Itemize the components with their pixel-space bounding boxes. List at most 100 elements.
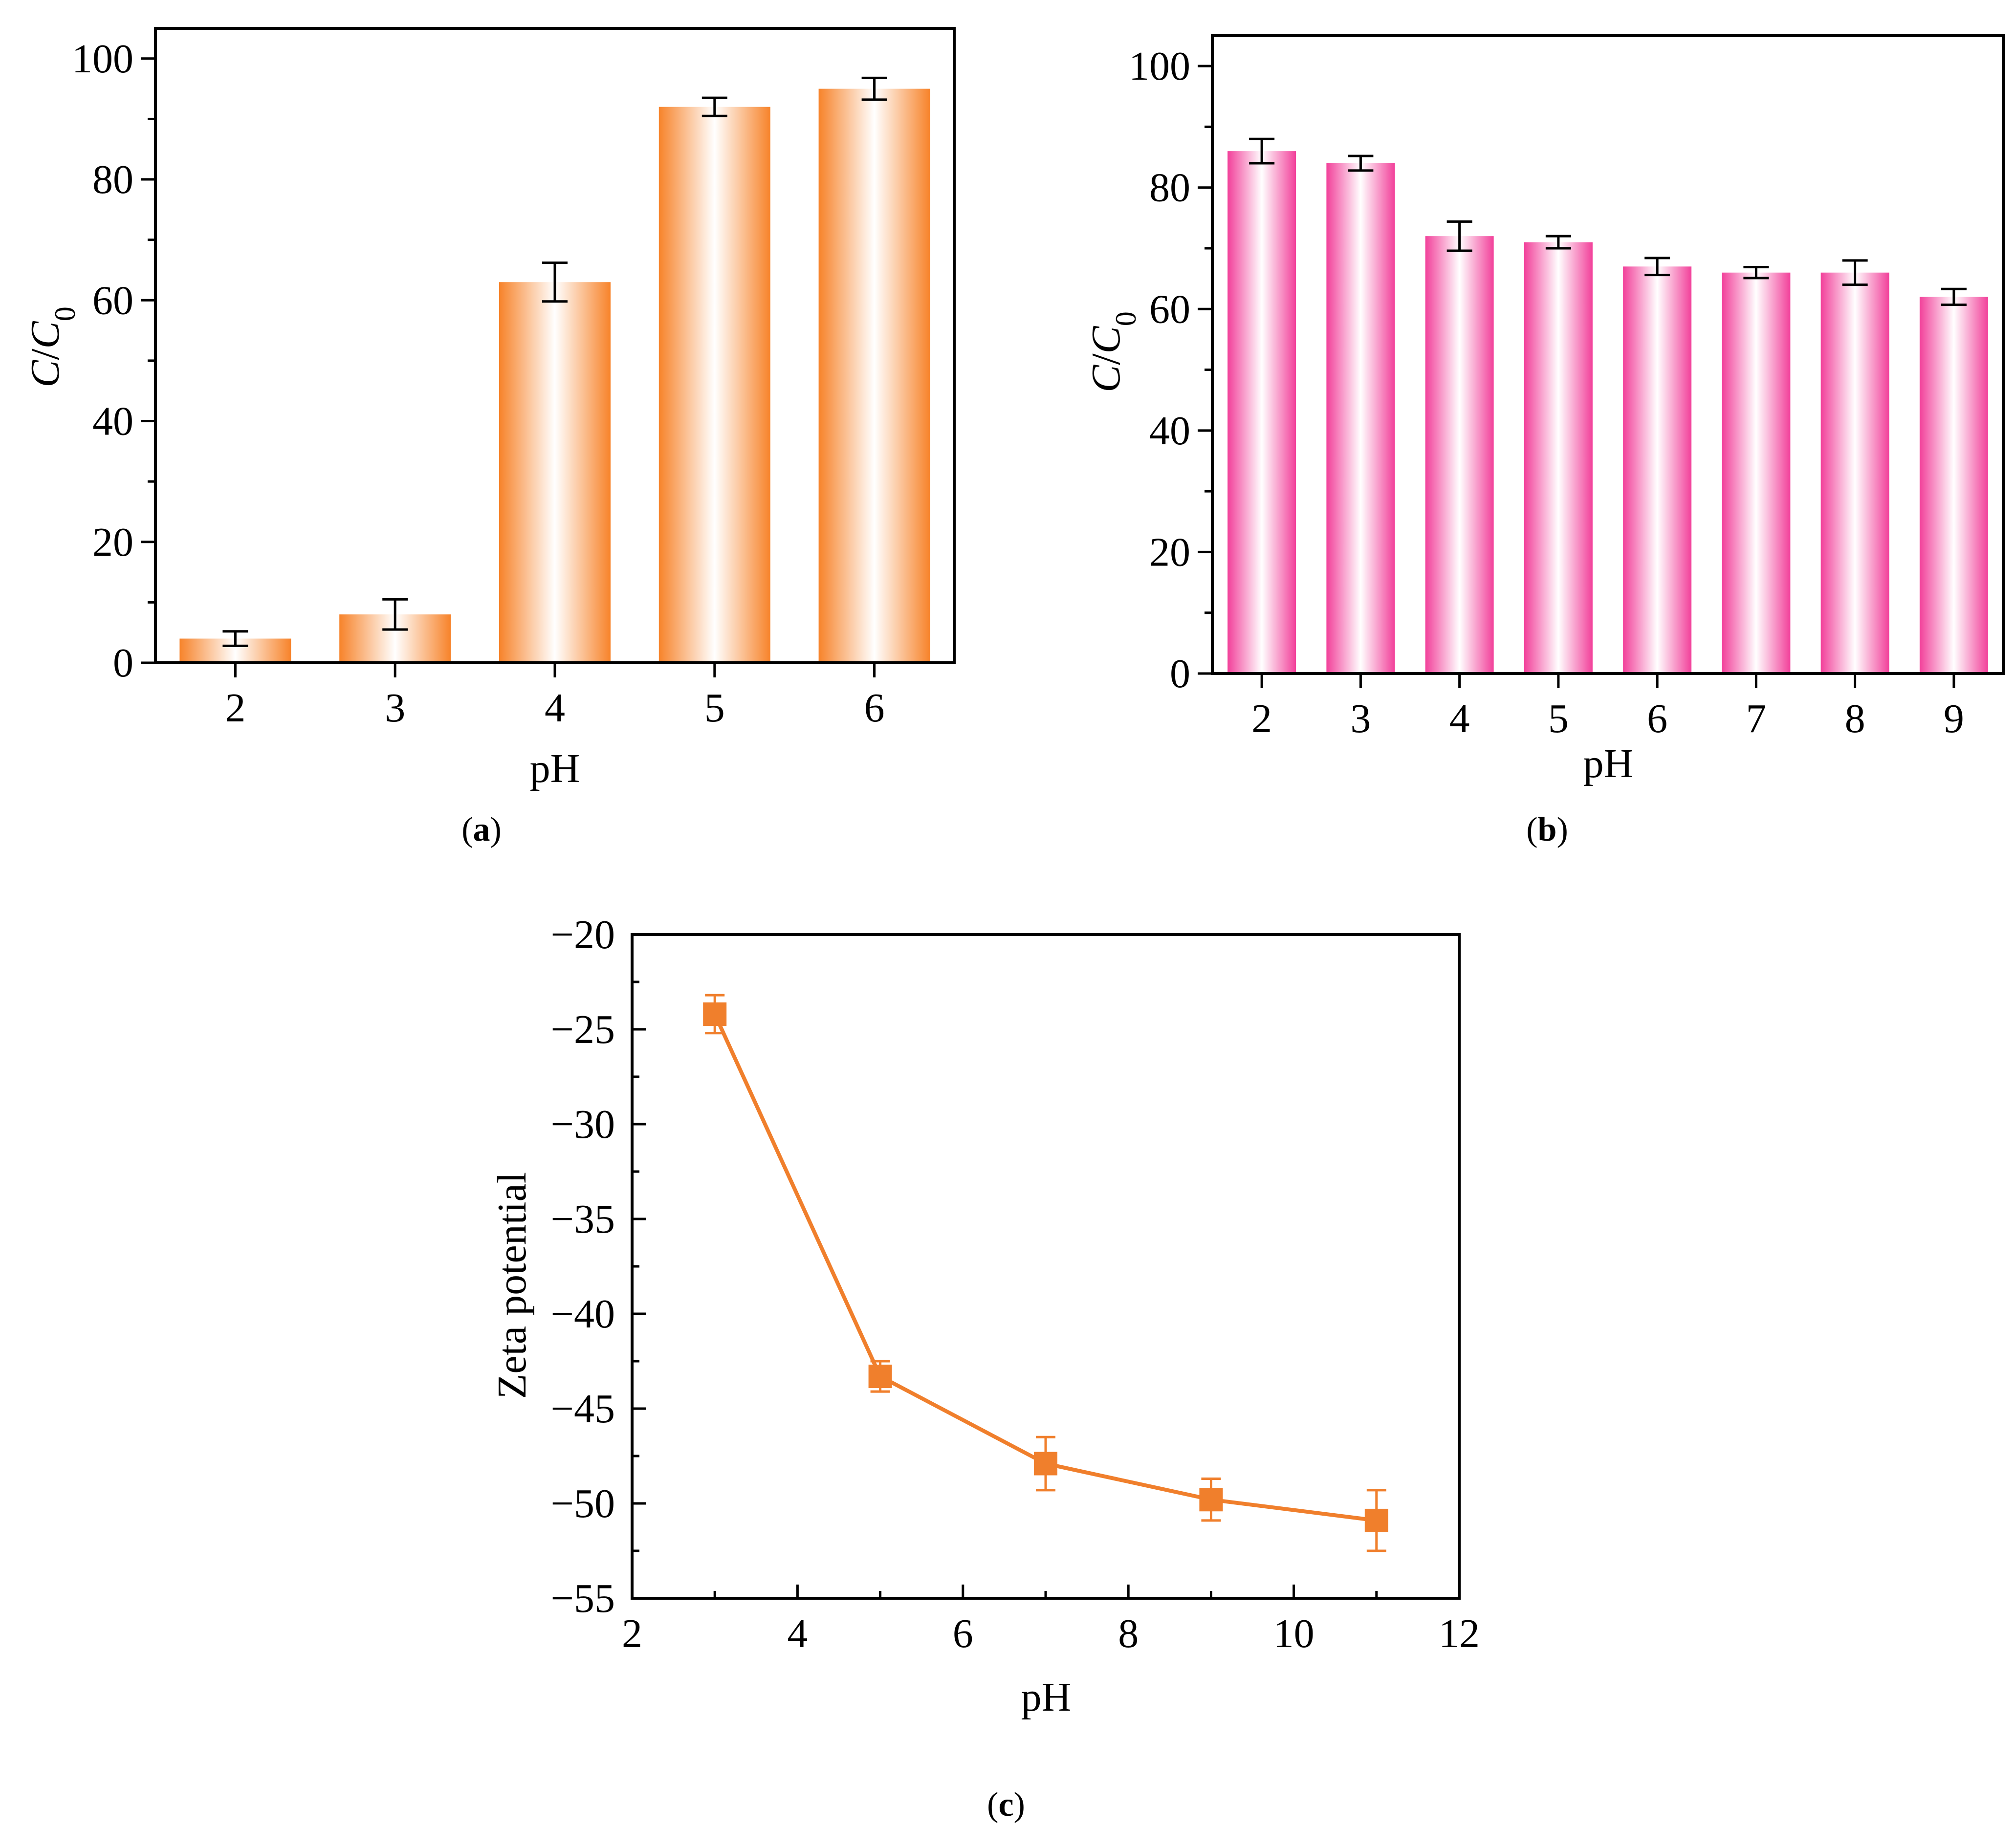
- c-point-9: [1199, 1488, 1223, 1512]
- b-x-tick-label-5: 5: [1548, 696, 1569, 741]
- a-y-tick-label-40: 40: [92, 399, 133, 444]
- panel-b-label-letter: b: [1538, 811, 1557, 848]
- b-bar-2: [1227, 151, 1296, 674]
- panel-b-x-axis: 2 3 4 5 6 7 8 9: [1251, 674, 1964, 741]
- b-bar-8: [1820, 272, 1889, 674]
- b-x-tick-label-4: 4: [1449, 696, 1470, 741]
- b-x-tick-label-3: 3: [1350, 696, 1371, 741]
- c-y-tick-label--20: −20: [551, 912, 615, 957]
- b-x-tick-label-8: 8: [1845, 696, 1865, 741]
- c-y-tick-label--45: −45: [551, 1386, 615, 1432]
- a-x-tick-label-2: 2: [225, 685, 245, 731]
- panel-c-y-axis-title: Zeta potential: [489, 1172, 535, 1399]
- a-y-tick-label-20: 20: [92, 520, 133, 565]
- panel-a-label: (a): [461, 811, 502, 848]
- a-x-tick-label-3: 3: [385, 685, 405, 731]
- panel-b-y-axis-title-c: C: [1083, 365, 1129, 392]
- c-point-3: [703, 1002, 727, 1026]
- c-x-tick-label-10: 10: [1273, 1611, 1315, 1656]
- b-error-bar-4: [1446, 220, 1472, 252]
- c-y-tick-label--50: −50: [551, 1481, 615, 1526]
- a-error-bar-6: [861, 76, 887, 101]
- b-y-tick-label-40: 40: [1149, 408, 1190, 454]
- b-bar-9: [1919, 297, 1988, 674]
- panel-b-error-bars: [1249, 137, 1967, 306]
- b-bar-5: [1524, 242, 1593, 674]
- panel-b-plot-frame: [1211, 34, 2005, 675]
- b-error-bar-3: [1348, 154, 1374, 172]
- panel-a-y-axis-title-slash: /: [22, 348, 68, 360]
- a-y-tick-label-60: 60: [92, 278, 133, 323]
- panel-a-chart: 0 20 40 60 80 100 2 3 4 5 6 pH C/C0 (a): [22, 27, 956, 848]
- b-bar-7: [1722, 272, 1791, 674]
- c-point-11: [1364, 1508, 1388, 1532]
- panel-b-bars: [1227, 151, 1988, 674]
- b-error-bar-8: [1842, 259, 1868, 286]
- c-x-tick-label-4: 4: [787, 1611, 808, 1656]
- panel-b-y-axis: 0 20 40 60 80 100: [1129, 43, 1212, 696]
- b-bar-4: [1425, 236, 1494, 674]
- panel-b-y-axis-title-c0: C: [1083, 326, 1129, 353]
- c-y-tick-label--30: −30: [551, 1102, 615, 1147]
- c-y-tick-label--40: −40: [551, 1291, 615, 1337]
- b-x-tick-label-9: 9: [1944, 696, 1964, 741]
- a-y-tick-label-100: 100: [72, 36, 133, 82]
- panel-a-y-axis-title-subscript: 0: [49, 306, 81, 321]
- panel-a-y-axis: 0 20 40 60 80 100: [72, 36, 155, 686]
- panel-c-plot-frame: [631, 933, 1461, 1600]
- a-bar-4: [499, 282, 611, 663]
- b-x-tick-label-2: 2: [1251, 696, 1272, 741]
- b-error-bar-6: [1644, 257, 1670, 277]
- panel-a-label-letter: a: [473, 811, 490, 848]
- b-x-tick-label-6: 6: [1647, 696, 1667, 741]
- b-error-bar-9: [1941, 287, 1967, 306]
- b-error-bar-2: [1249, 137, 1275, 165]
- a-bar-5: [658, 107, 770, 663]
- panel-c-chart: −55 −50 −45 −40 −35 −30 −25 −20 2 4 6 8 10 12 pH Zet…: [489, 912, 1480, 1824]
- a-error-bar-5: [701, 96, 727, 117]
- c-y-tick-label--55: −55: [551, 1576, 615, 1621]
- panel-c-x-axis-title: pH: [1021, 1674, 1072, 1720]
- a-x-tick-label-4: 4: [545, 685, 565, 731]
- a-x-tick-label-6: 6: [864, 685, 885, 731]
- panel-b-y-axis-title-slash: /: [1083, 353, 1129, 365]
- a-x-tick-label-5: 5: [704, 685, 725, 731]
- panel-b-x-axis-title: pH: [1583, 741, 1634, 786]
- panel-a-x-axis-title: pH: [530, 746, 580, 791]
- a-bar-6: [818, 88, 930, 663]
- c-point-7: [1034, 1452, 1057, 1476]
- c-y-tick-label--35: −35: [551, 1196, 615, 1242]
- b-y-tick-label-80: 80: [1149, 165, 1190, 211]
- b-error-bar-5: [1545, 235, 1571, 250]
- panel-a-x-axis: 2 3 4 5 6: [225, 663, 885, 731]
- panel-c-label: (c): [987, 1786, 1025, 1824]
- panel-a-y-axis-title: C/C0: [22, 306, 81, 387]
- a-error-bar-4: [542, 261, 568, 303]
- a-error-bar-3: [382, 598, 408, 631]
- b-bar-6: [1623, 266, 1692, 674]
- b-x-tick-label-7: 7: [1746, 696, 1766, 741]
- b-y-tick-label-60: 60: [1149, 286, 1190, 332]
- panel-a-y-axis-title-c0: C: [22, 321, 68, 348]
- panel-a-error-bars: [222, 76, 887, 647]
- panel-c-label-letter: c: [998, 1786, 1013, 1824]
- b-y-tick-label-20: 20: [1149, 529, 1190, 575]
- b-y-tick-label-100: 100: [1129, 43, 1190, 89]
- b-bar-3: [1326, 163, 1395, 674]
- b-y-tick-label-0: 0: [1170, 651, 1190, 696]
- panel-c-y-axis: −55 −50 −45 −40 −35 −30 −25 −20: [551, 912, 646, 1621]
- c-x-tick-label-6: 6: [953, 1611, 973, 1656]
- a-y-tick-label-80: 80: [92, 157, 133, 202]
- panel-b-label: (b): [1526, 811, 1568, 848]
- c-x-tick-label-8: 8: [1118, 1611, 1139, 1656]
- panel-c-x-axis: 2 4 6 8 10 12: [622, 1585, 1480, 1656]
- panel-b-y-axis-title: C/C0: [1083, 311, 1142, 392]
- a-y-tick-label-0: 0: [113, 640, 133, 686]
- panel-b-y-axis-title-subscript: 0: [1110, 311, 1142, 326]
- panel-a-bars: [179, 88, 930, 663]
- c-x-tick-label-12: 12: [1439, 1611, 1480, 1656]
- c-y-tick-label--25: −25: [551, 1007, 615, 1052]
- panel-c-series: [703, 994, 1388, 1552]
